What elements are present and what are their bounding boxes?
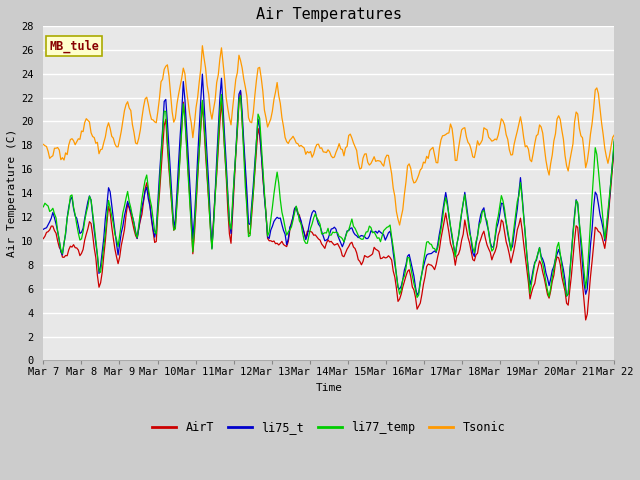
X-axis label: Time: Time: [316, 383, 342, 393]
Legend: AirT, li75_t, li77_temp, Tsonic: AirT, li75_t, li77_temp, Tsonic: [148, 417, 510, 439]
Title: Air Temperatures: Air Temperatures: [256, 7, 402, 22]
Y-axis label: Air Temperature (C): Air Temperature (C): [7, 129, 17, 257]
Text: MB_tule: MB_tule: [49, 39, 99, 53]
